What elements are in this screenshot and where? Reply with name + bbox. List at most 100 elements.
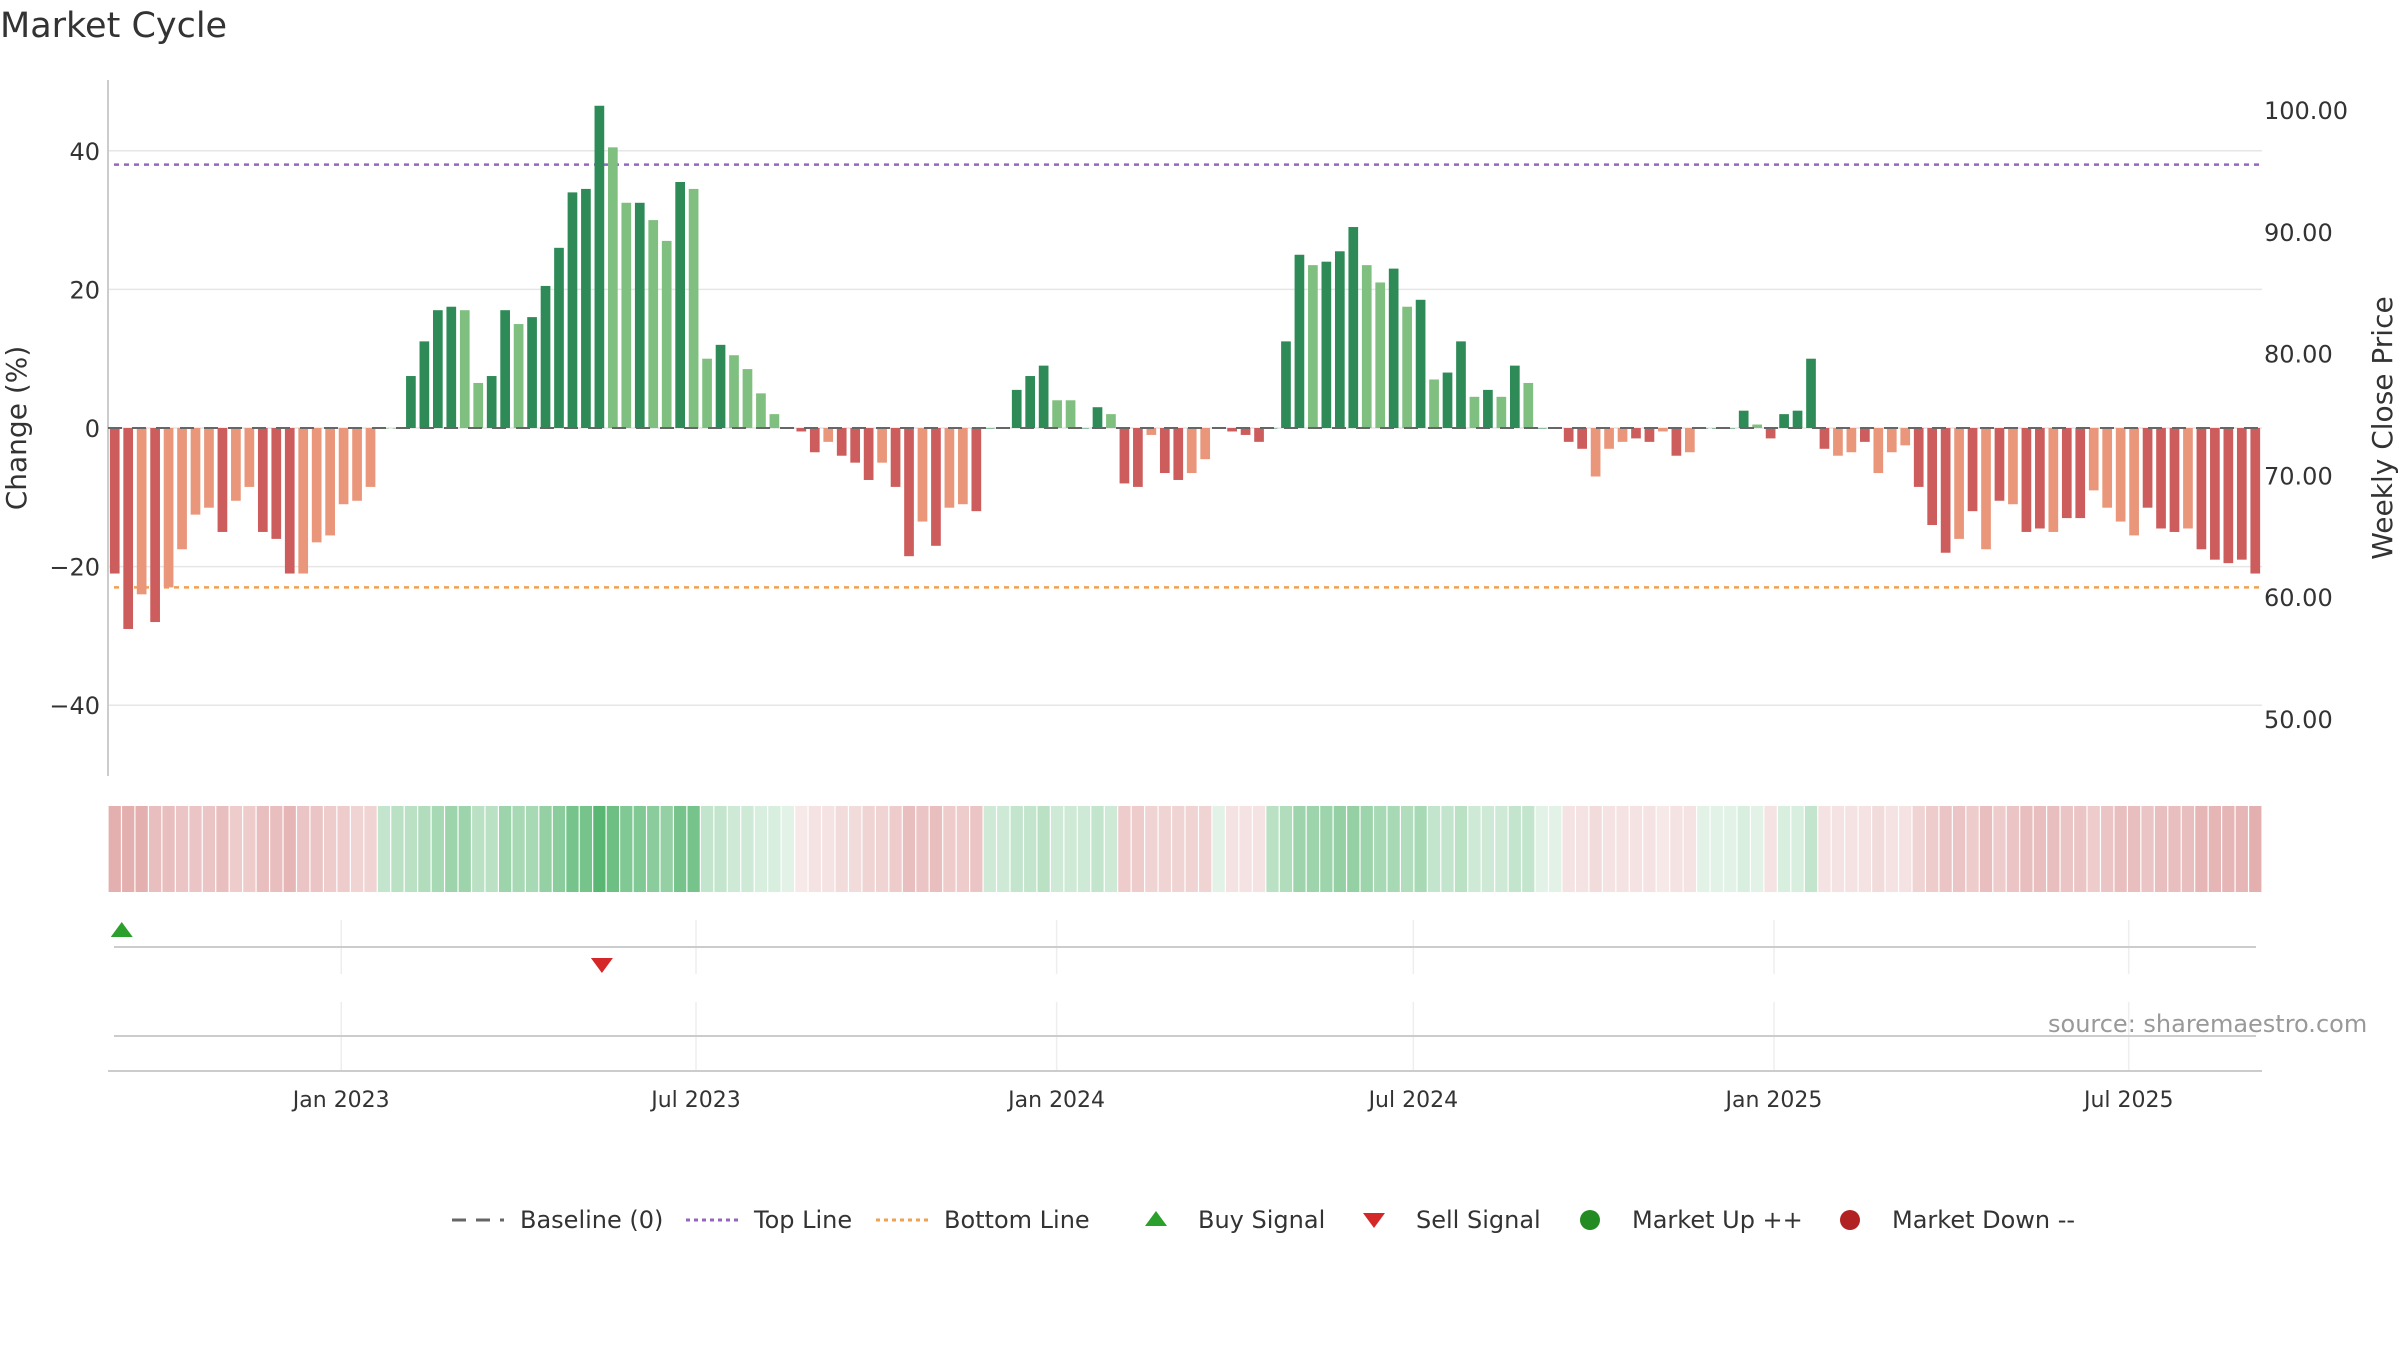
band-cell (1777, 806, 1791, 892)
band-cell (781, 806, 794, 892)
band-cell (822, 806, 835, 892)
band-cell (1131, 806, 1145, 892)
bar (621, 202, 632, 428)
band-cell (997, 806, 1010, 892)
bar (1631, 428, 1641, 439)
band-cell (1751, 806, 1764, 892)
legend-label: Market Down -- (1892, 1206, 2076, 1234)
band-cell (714, 806, 727, 892)
band-cell (512, 806, 525, 892)
band-cell (2127, 806, 2141, 892)
y-tick-label: 0 (85, 415, 100, 443)
legend-label: Buy Signal (1198, 1206, 1326, 1234)
band-cell (1212, 806, 1225, 892)
bar (500, 310, 510, 428)
bar (1913, 428, 1924, 487)
bar (1590, 428, 1601, 477)
bar (2183, 428, 2193, 529)
band-cell (1872, 806, 1885, 892)
bar (284, 428, 295, 574)
bar (1684, 428, 1695, 453)
bar (2236, 428, 2247, 560)
band-cell (1899, 806, 1912, 892)
band-cell (1333, 806, 1346, 892)
band-cell (1602, 806, 1616, 892)
bar (204, 428, 214, 508)
bar (311, 428, 322, 543)
band-cell (741, 806, 754, 892)
legend-item-buy[interactable]: Buy Signal (1128, 1200, 1325, 1240)
bar (2008, 428, 2018, 505)
bar (2156, 428, 2166, 529)
bar (406, 376, 416, 428)
chart-title: Market Cycle (0, 6, 228, 46)
band-cell (391, 806, 404, 892)
bar (123, 428, 134, 629)
bar (1402, 306, 1412, 428)
band-cell (1064, 806, 1077, 892)
band-cell (768, 806, 781, 892)
legend-item-top[interactable]: Top Line (684, 1200, 852, 1240)
band-cell (1320, 806, 1333, 892)
legend-item-baseline[interactable]: Baseline (0) (450, 1200, 663, 1240)
bar (823, 428, 834, 442)
band-cell (270, 806, 283, 892)
bar (1106, 414, 1116, 428)
bar (1563, 428, 1574, 442)
bar (1658, 428, 1668, 432)
band-cell (1643, 806, 1656, 892)
legend-item-mdown[interactable]: Market Down -- (1822, 1200, 2075, 1240)
bar (2210, 428, 2220, 560)
band-cell (674, 806, 687, 892)
bar (1725, 428, 1736, 429)
bar (984, 428, 995, 429)
band-cell (525, 806, 539, 892)
band-cell (1481, 806, 1495, 892)
band-cell (2222, 806, 2235, 892)
band-cell (1239, 806, 1252, 892)
bar (2061, 428, 2072, 519)
band-cell (875, 806, 889, 892)
bar (1388, 268, 1399, 428)
top-legend-icon (686, 1218, 738, 1222)
legend-item-sell[interactable]: Sell Signal (1346, 1200, 1541, 1240)
band-cell (1845, 806, 1858, 892)
band-cell (1737, 806, 1750, 892)
bar (688, 188, 699, 428)
bar (1321, 261, 1332, 428)
bar (298, 428, 309, 574)
bar (1644, 428, 1655, 442)
legend-item-mup[interactable]: Market Up ++ (1562, 1200, 1803, 1240)
bar (1308, 265, 1318, 428)
band-cell (458, 806, 471, 892)
band-cell (297, 806, 310, 892)
bar (231, 428, 241, 501)
band-cell (1993, 806, 2006, 892)
band-cell (310, 806, 323, 892)
bar (1375, 282, 1386, 428)
band-cell (1306, 806, 1320, 892)
band-cell (956, 806, 969, 892)
band-cell (943, 806, 956, 892)
band-cell (1050, 806, 1064, 892)
bar (836, 428, 847, 456)
band-cell (1104, 806, 1118, 892)
band-cell (1952, 806, 1966, 892)
band-cell (1374, 806, 1387, 892)
x-tick-label: Jul 2024 (1367, 1088, 1459, 1113)
band-cell (1010, 806, 1023, 892)
band-cell (1885, 806, 1898, 892)
band-cell (364, 806, 377, 892)
bar (809, 428, 820, 453)
band-cell (889, 806, 902, 892)
band-cell (418, 806, 431, 892)
bar (1119, 428, 1130, 484)
x-tick-label: Jan 2024 (1006, 1088, 1105, 1113)
band-cell (1091, 806, 1104, 892)
bar (486, 376, 497, 428)
bar (594, 105, 605, 428)
band-cell (1077, 806, 1091, 892)
legend-item-bottom[interactable]: Bottom Line (874, 1200, 1090, 1240)
band-cell (1939, 806, 1952, 892)
bar (1240, 428, 1251, 435)
